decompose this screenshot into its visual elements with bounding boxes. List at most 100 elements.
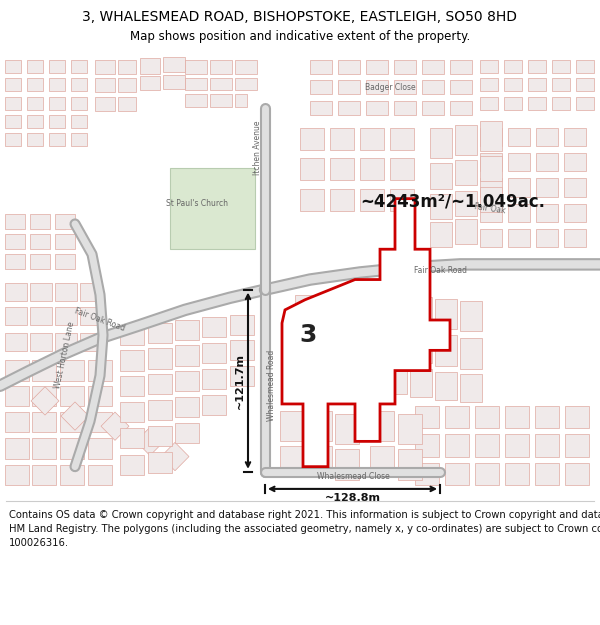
Polygon shape — [415, 406, 439, 428]
Polygon shape — [300, 189, 324, 211]
Polygon shape — [210, 60, 232, 74]
Polygon shape — [30, 282, 52, 301]
Text: Whalesmead Close: Whalesmead Close — [317, 472, 389, 481]
Polygon shape — [455, 125, 477, 155]
Polygon shape — [455, 191, 477, 216]
Polygon shape — [295, 339, 319, 357]
Polygon shape — [71, 60, 87, 73]
Polygon shape — [564, 229, 586, 248]
Polygon shape — [322, 292, 346, 311]
Polygon shape — [422, 101, 444, 115]
Text: ~128.8m: ~128.8m — [325, 493, 380, 503]
Polygon shape — [60, 361, 84, 381]
Polygon shape — [480, 229, 502, 248]
Polygon shape — [335, 414, 359, 444]
Polygon shape — [410, 333, 432, 364]
Polygon shape — [61, 402, 89, 430]
Polygon shape — [30, 214, 50, 229]
Polygon shape — [460, 301, 482, 331]
Polygon shape — [55, 307, 77, 325]
Polygon shape — [564, 178, 586, 197]
Polygon shape — [30, 254, 50, 269]
Polygon shape — [348, 315, 372, 333]
Polygon shape — [480, 121, 502, 151]
Polygon shape — [5, 96, 21, 109]
Polygon shape — [71, 115, 87, 128]
Polygon shape — [49, 78, 65, 91]
Polygon shape — [564, 128, 586, 146]
Polygon shape — [398, 449, 422, 480]
Polygon shape — [175, 423, 199, 443]
Polygon shape — [88, 361, 112, 381]
Polygon shape — [32, 386, 56, 406]
Polygon shape — [536, 128, 558, 146]
Polygon shape — [455, 160, 477, 186]
Polygon shape — [505, 434, 529, 456]
Polygon shape — [335, 449, 359, 480]
Polygon shape — [475, 434, 499, 456]
Polygon shape — [565, 462, 589, 485]
Polygon shape — [88, 412, 112, 432]
Polygon shape — [308, 446, 332, 477]
Polygon shape — [30, 307, 52, 325]
Polygon shape — [322, 338, 346, 356]
Polygon shape — [366, 101, 388, 115]
Polygon shape — [235, 60, 257, 74]
Polygon shape — [505, 406, 529, 428]
Polygon shape — [366, 81, 388, 94]
Polygon shape — [60, 412, 84, 432]
Polygon shape — [185, 78, 207, 91]
Polygon shape — [148, 323, 172, 343]
Polygon shape — [148, 400, 172, 420]
Polygon shape — [504, 60, 522, 73]
Polygon shape — [32, 464, 56, 485]
Polygon shape — [185, 94, 207, 107]
Polygon shape — [508, 178, 530, 197]
Polygon shape — [300, 128, 324, 150]
Polygon shape — [330, 128, 354, 150]
Polygon shape — [120, 402, 144, 422]
Polygon shape — [445, 462, 469, 485]
Polygon shape — [5, 282, 27, 301]
Polygon shape — [71, 133, 87, 146]
Polygon shape — [450, 60, 472, 74]
Polygon shape — [504, 78, 522, 91]
Polygon shape — [71, 96, 87, 109]
Polygon shape — [55, 234, 75, 249]
Polygon shape — [32, 361, 56, 381]
Text: 3, WHALESMEAD ROAD, BISHOPSTOKE, EASTLEIGH, SO50 8HD: 3, WHALESMEAD ROAD, BISHOPSTOKE, EASTLEI… — [83, 11, 517, 24]
Polygon shape — [430, 194, 452, 219]
Polygon shape — [27, 133, 43, 146]
Polygon shape — [148, 426, 172, 446]
Polygon shape — [5, 214, 25, 229]
Polygon shape — [60, 464, 84, 485]
Polygon shape — [230, 315, 254, 335]
Polygon shape — [55, 214, 75, 229]
Polygon shape — [475, 462, 499, 485]
Polygon shape — [120, 454, 144, 475]
Polygon shape — [32, 438, 56, 459]
Polygon shape — [120, 351, 144, 371]
Polygon shape — [30, 234, 50, 249]
Polygon shape — [5, 234, 25, 249]
Polygon shape — [118, 96, 136, 111]
Polygon shape — [348, 292, 372, 310]
Polygon shape — [31, 387, 59, 415]
Polygon shape — [385, 295, 407, 325]
Polygon shape — [505, 462, 529, 485]
Polygon shape — [49, 60, 65, 73]
Polygon shape — [5, 115, 21, 128]
Polygon shape — [330, 189, 354, 211]
Polygon shape — [390, 128, 414, 150]
Polygon shape — [576, 96, 594, 109]
Text: Badger Close: Badger Close — [365, 83, 415, 92]
Polygon shape — [480, 153, 502, 171]
Polygon shape — [360, 189, 384, 211]
Polygon shape — [450, 81, 472, 94]
Polygon shape — [430, 128, 452, 158]
Text: ~4243m²/~1.049ac.: ~4243m²/~1.049ac. — [360, 192, 545, 211]
Polygon shape — [394, 81, 416, 94]
Polygon shape — [435, 335, 457, 366]
Polygon shape — [385, 366, 407, 394]
Polygon shape — [175, 397, 199, 417]
